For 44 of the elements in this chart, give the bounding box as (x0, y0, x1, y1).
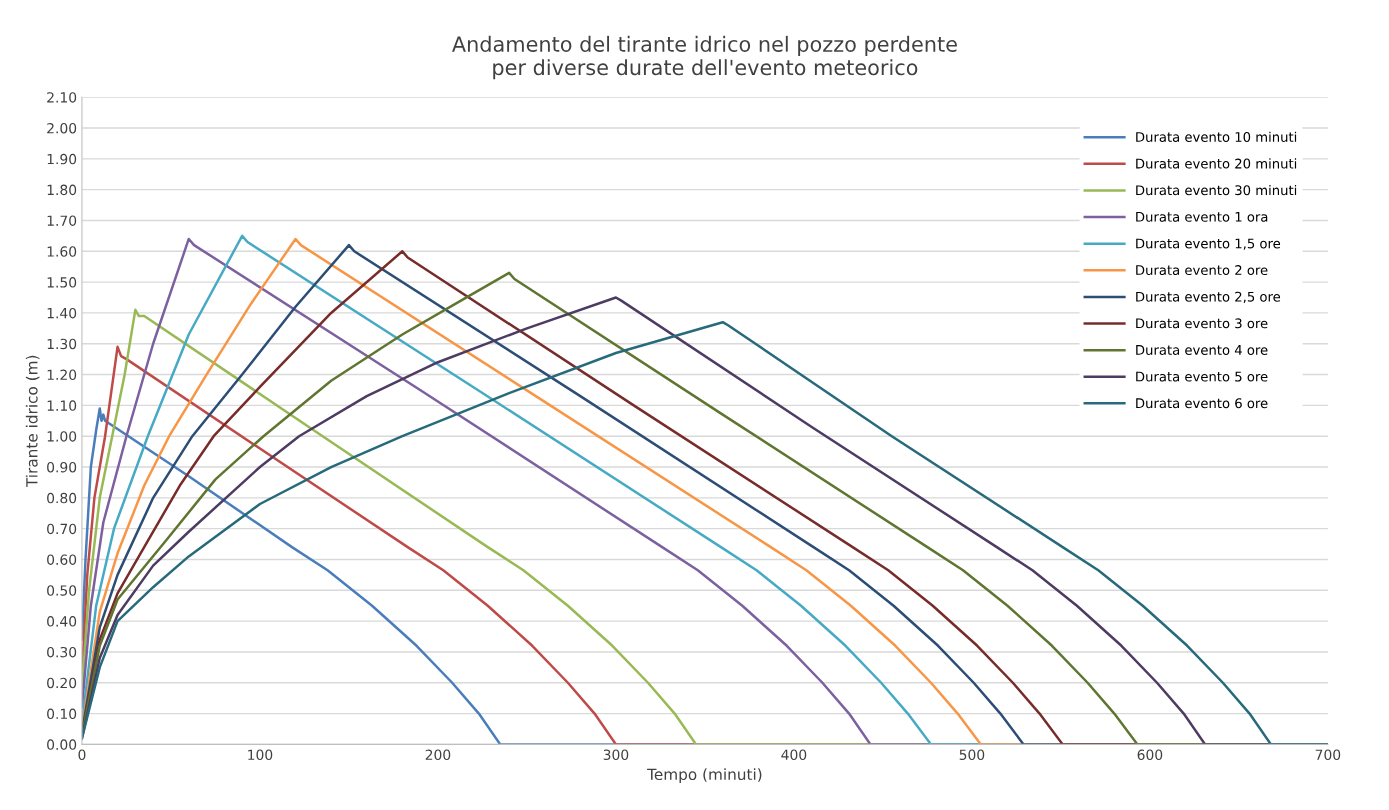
y-tick-label: 2.00 (47, 122, 77, 134)
legend-label: Durata evento 5 ore (1136, 371, 1268, 382)
y-axis-title: Tirante idrico (m) (25, 355, 40, 488)
chart-title: Andamento del tirante idrico nel pozzo perdente per diverse durate dell'evento meteorico (452, 35, 957, 80)
y-tick-label: 1.10 (47, 400, 77, 411)
y-tick-label: 1.00 (47, 431, 77, 442)
y-tick-label: 1.60 (47, 246, 77, 257)
y-tick-label: 0.70 (47, 523, 77, 535)
legend-label: Durata evento 1,5 ore (1136, 238, 1281, 250)
y-tick-label: 0.40 (47, 616, 77, 627)
x-tick-label: 300 (603, 749, 629, 760)
y-tick-label: 0.90 (47, 461, 77, 473)
legend-label: Durata evento 4 ore (1136, 345, 1268, 355)
y-tick-label: 0.30 (47, 646, 77, 658)
x-tick-label: 400 (781, 749, 807, 760)
x-tick-label: 0 (78, 749, 86, 760)
y-tick-label: 0.60 (47, 554, 77, 565)
y-tick-label: 0.20 (47, 677, 77, 689)
legend-label: Durata evento 20 minuti (1136, 158, 1297, 169)
y-tick-label: 1.90 (47, 153, 77, 165)
x-tick-label: 600 (1137, 749, 1163, 760)
y-tick-label: 2.10 (47, 92, 77, 103)
y-tick-label: 0.50 (47, 585, 77, 596)
y-tick-label: 0.10 (47, 708, 77, 720)
x-tick-label: 700 (1315, 749, 1341, 760)
x-tick-label: 500 (959, 749, 985, 760)
y-tick-label: 1.40 (47, 307, 77, 319)
y-tick-label: 1.30 (47, 338, 77, 350)
y-tick-label: 1.20 (47, 369, 77, 381)
x-axis-title: Tempo (minuti) (647, 768, 762, 784)
legend-label: Durata evento 3 ore (1136, 318, 1268, 329)
legend-label: Durata evento 1 ora (1136, 212, 1268, 222)
legend-label: Durata evento 2 ore (1136, 265, 1268, 276)
y-tick-label: 1.50 (47, 277, 77, 288)
legend-label: Durata evento 2,5 ore (1136, 291, 1281, 304)
y-tick-label: 1.70 (47, 215, 77, 226)
y-tick-label: 0.00 (47, 739, 77, 750)
legend-label: Durata evento 30 minuti (1136, 184, 1297, 196)
legend-label: Durata evento 6 ore (1136, 398, 1268, 409)
x-tick-label: 200 (425, 749, 451, 760)
legend-label: Durata evento 10 minuti (1136, 131, 1297, 142)
x-tick-label: 100 (248, 749, 273, 760)
y-tick-label: 0.80 (47, 492, 77, 504)
y-tick-label: 1.80 (47, 184, 77, 196)
